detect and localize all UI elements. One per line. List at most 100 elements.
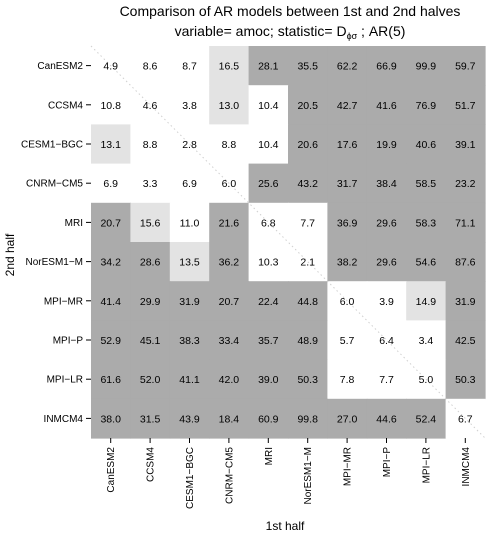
heatmap-cell [327, 359, 368, 400]
cell-value-label: 6.9 [182, 178, 197, 190]
subtitle-suffix: ; AR(5) [357, 23, 405, 39]
heatmap-cell [169, 46, 210, 86]
cell-value-label: 50.3 [455, 374, 476, 386]
y-tick-label: CCSM4 [48, 100, 83, 111]
cell-value-label: 42.7 [337, 100, 358, 112]
y-axis-label: 2nd half [3, 233, 17, 276]
cell-value-label: 28.1 [258, 61, 279, 73]
cell-value-label: 52.9 [100, 335, 121, 347]
cell-value-label: 54.6 [416, 257, 437, 269]
cell-value-label: 13.1 [100, 139, 121, 151]
heatmap-cell [91, 359, 131, 400]
heatmap-cell [130, 320, 171, 361]
heatmap-cell [209, 124, 250, 165]
cell-value-label: 44.8 [297, 296, 318, 308]
cell-value-label: 48.9 [297, 335, 318, 347]
cell-value-label: 22.4 [258, 296, 279, 308]
cell-value-label: 28.6 [140, 257, 161, 269]
heatmap-cell [248, 242, 289, 282]
cell-value-label: 8.8 [143, 139, 158, 151]
heatmap-cell [445, 320, 486, 361]
cell-value-label: 10.4 [258, 139, 279, 151]
heatmap-cell [130, 281, 171, 321]
heatmap-cell [327, 398, 368, 439]
heatmap-cell [366, 281, 407, 321]
cell-value-label: 39.0 [258, 374, 279, 386]
heatmap-cell [169, 202, 210, 243]
y-tick-label: MPI−MR [44, 296, 83, 307]
cell-value-label: 40.6 [416, 139, 437, 151]
heatmap-cell [248, 281, 289, 321]
cell-value-label: 2.1 [300, 257, 315, 269]
cell-value-label: 4.6 [143, 100, 158, 112]
heatmap-cell [406, 85, 447, 125]
x-tick-label: MPI−P [382, 447, 393, 478]
heatmap-cell [248, 85, 289, 125]
cell-value-label: 3.4 [419, 335, 434, 347]
heatmap-cell [169, 281, 210, 321]
cell-value-label: 29.9 [140, 296, 161, 308]
heatmap-cell [130, 85, 171, 125]
heatmap-cell [327, 85, 368, 125]
heatmap-cell [169, 398, 210, 439]
heatmap-cell [248, 359, 289, 400]
heatmap-cell [209, 85, 250, 125]
cell-value-label: 52.0 [140, 374, 161, 386]
cell-value-label: 41.4 [100, 296, 121, 308]
heatmap-cell [288, 163, 328, 204]
cell-value-label: 52.4 [416, 413, 437, 425]
heatmap-cell [366, 163, 407, 204]
cell-value-label: 15.6 [140, 217, 161, 229]
heatmap-cell [91, 242, 131, 282]
cell-value-label: 20.5 [297, 100, 318, 112]
cell-value-label: 31.9 [455, 296, 476, 308]
cell-value-label: 11.0 [180, 217, 200, 229]
cell-value-label: 2.8 [182, 139, 197, 151]
cell-value-label: 66.9 [376, 61, 397, 73]
heatmap-cell [209, 359, 250, 400]
heatmap-cell [366, 124, 407, 165]
cell-value-label: 10.4 [258, 100, 279, 112]
heatmap-cell [130, 242, 171, 282]
y-tick-label: MPI−P [53, 336, 84, 347]
cell-value-label: 18.4 [219, 413, 240, 425]
heatmap-cell [169, 85, 210, 125]
heatmap-cell [130, 163, 171, 204]
x-tick-label: MPI−MR [343, 447, 354, 486]
cell-value-label: 45.1 [140, 335, 161, 347]
cell-value-label: 7.7 [300, 217, 315, 229]
cell-value-label: 13.0 [219, 100, 240, 112]
cell-value-label: 38.4 [376, 178, 397, 190]
cell-value-label: 33.4 [219, 335, 240, 347]
plot-area: 4.9 8.6 8.7 16.5 28.1 35.5 62.2 66.9 99.9 59.7 10.… [21, 45, 486, 509]
cell-value-label: 20.7 [100, 217, 121, 229]
heatmap-cell [327, 46, 368, 86]
heatmap-cell [169, 242, 210, 282]
x-tick-label: CESM1−BGC [185, 447, 196, 509]
cell-value-label: 10.3 [258, 257, 279, 269]
cell-value-label: 31.7 [337, 178, 358, 190]
heatmap-cell [406, 124, 447, 165]
cell-value-label: 71.1 [455, 217, 476, 229]
cell-value-label: 20.7 [219, 296, 240, 308]
heatmap-cell [327, 320, 368, 361]
heatmap-cell [91, 398, 131, 439]
cell-value-label: 3.8 [182, 100, 197, 112]
x-tick-label: CNRM−CM5 [224, 447, 235, 504]
heatmap-cell [248, 320, 289, 361]
cell-value-label: 19.9 [376, 139, 397, 151]
cell-value-label: 6.7 [458, 413, 473, 425]
cell-value-label: 23.2 [455, 178, 476, 190]
cell-value-label: 27.0 [337, 413, 358, 425]
cell-value-label: 6.4 [379, 335, 394, 347]
cell-value-label: 35.7 [258, 335, 279, 347]
cell-value-label: 20.6 [297, 139, 318, 151]
x-tick-label: MRI [264, 447, 275, 465]
chart-subtitle: variable= amoc; statistic= Dϕσ ; AR(5) [175, 23, 406, 41]
heatmap-cell [91, 163, 131, 204]
cell-value-label: 99.9 [416, 61, 437, 73]
heatmap-cell [288, 202, 328, 243]
heatmap-cell [406, 242, 447, 282]
heatmap-cell [406, 320, 447, 361]
cell-value-label: 59.7 [455, 61, 476, 73]
